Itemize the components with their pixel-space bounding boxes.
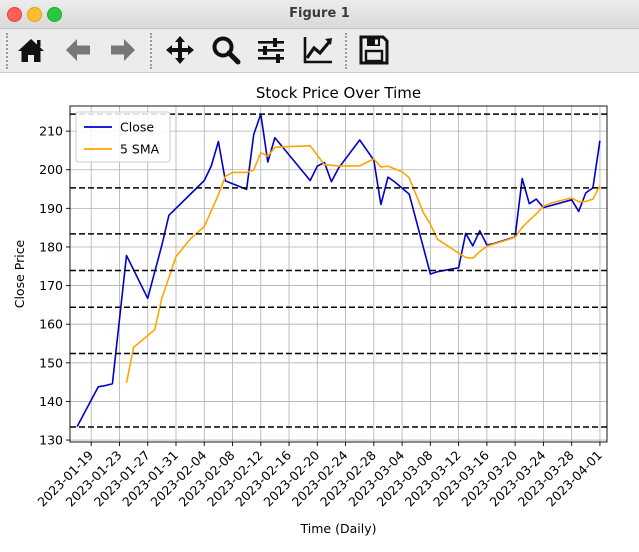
y-tick-label: 200 (39, 162, 63, 177)
y-tick-label: 160 (39, 317, 63, 332)
legend-label: Close (120, 120, 154, 135)
zoom-button[interactable] (210, 34, 242, 66)
arrow-left-icon (66, 39, 90, 61)
pan-button[interactable] (164, 34, 196, 66)
home-button[interactable] (15, 34, 47, 66)
sliders-icon (258, 38, 284, 63)
move-icon (166, 36, 194, 64)
y-tick-label: 210 (39, 124, 63, 139)
arrow-right-icon (111, 39, 135, 61)
close-window-button[interactable] (7, 7, 22, 22)
line-chart: 1301401501601701801902002102023-01-19202… (12, 84, 608, 536)
y-tick-label: 170 (39, 278, 63, 293)
toolbar-separator (150, 33, 152, 69)
y-axis-label: Close Price (12, 239, 27, 308)
minimize-window-button[interactable] (27, 7, 42, 22)
y-tick-label: 130 (39, 433, 63, 448)
figure-canvas[interactable]: 130 140 150 160 170 180 190 200 210 2023-01-19 202… (0, 73, 639, 552)
window-titlebar: Figure 1 (0, 0, 639, 29)
save-button[interactable] (358, 34, 390, 66)
y-tick-label: 140 (39, 394, 63, 409)
line-chart-icon (303, 37, 332, 64)
magnifier-icon (212, 36, 241, 65)
y-tick-label: 150 (39, 355, 63, 370)
toolbar-separator (6, 33, 8, 69)
axes-frame (69, 105, 608, 443)
x-axis-label: Time (Daily) (300, 521, 377, 536)
window-title: Figure 1 (289, 6, 350, 21)
home-icon (18, 39, 44, 62)
forward-button[interactable] (107, 34, 139, 66)
configure-subplots-button[interactable] (255, 34, 287, 66)
series-line-5-sma (125, 145, 601, 384)
y-tick-label: 180 (39, 239, 63, 254)
floppy-disk-icon (359, 35, 389, 65)
chart-title: Stock Price Over Time (256, 84, 421, 102)
navigation-toolbar (0, 29, 639, 73)
edit-axes-button[interactable] (302, 34, 334, 66)
toolbar-separator (345, 33, 347, 69)
y-tick-label: 190 (39, 201, 63, 216)
maximize-window-button[interactable] (47, 7, 62, 22)
legend-label: 5 SMA (120, 142, 160, 157)
series-line-close (76, 113, 601, 427)
back-button[interactable] (62, 34, 94, 66)
